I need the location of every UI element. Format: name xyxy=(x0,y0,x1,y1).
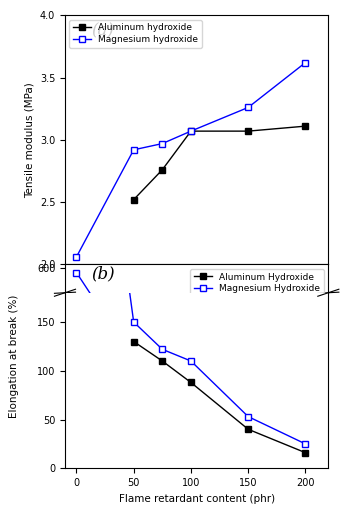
Aluminum hydroxide xyxy=(160,166,165,173)
Magnesium Hydroxide xyxy=(189,358,193,364)
Magnesium Hydroxide xyxy=(132,319,136,325)
X-axis label: Flame retardant content (phr): Flame retardant content (phr) xyxy=(119,290,275,300)
Aluminum hydroxide xyxy=(132,196,136,203)
Aluminum Hydroxide xyxy=(303,449,307,456)
Magnesium hydroxide xyxy=(303,60,307,66)
Aluminum Hydroxide xyxy=(189,369,193,375)
Aluminum hydroxide xyxy=(246,128,250,134)
Aluminum hydroxide xyxy=(303,123,307,129)
Magnesium hydroxide xyxy=(160,140,165,147)
Text: (a): (a) xyxy=(91,23,114,40)
Magnesium hydroxide xyxy=(74,254,78,260)
Magnesium hydroxide xyxy=(246,104,250,110)
Magnesium hydroxide xyxy=(132,147,136,153)
Aluminum Hydroxide xyxy=(246,426,250,432)
Magnesium Hydroxide xyxy=(303,382,307,388)
Magnesium Hydroxide xyxy=(246,376,250,382)
Line: Aluminum hydroxide: Aluminum hydroxide xyxy=(131,123,308,203)
Magnesium Hydroxide xyxy=(132,356,136,362)
Line: Magnesium hydroxide: Magnesium hydroxide xyxy=(74,60,308,260)
Y-axis label: Tensile modulus (MPa): Tensile modulus (MPa) xyxy=(24,82,34,197)
Magnesium Hydroxide xyxy=(246,413,250,419)
Magnesium Hydroxide xyxy=(303,441,307,447)
Legend: Aluminum Hydroxide, Magnesium Hydroxide: Aluminum Hydroxide, Magnesium Hydroxide xyxy=(190,269,324,297)
Aluminum Hydroxide xyxy=(160,364,165,371)
Aluminum hydroxide xyxy=(189,128,193,134)
Aluminum Hydroxide xyxy=(189,379,193,385)
Magnesium Hydroxide xyxy=(160,346,165,352)
Line: Aluminum Hydroxide: Aluminum Hydroxide xyxy=(131,338,308,456)
Aluminum Hydroxide xyxy=(132,360,136,366)
Magnesium Hydroxide xyxy=(160,362,165,368)
Aluminum Hydroxide xyxy=(246,379,250,385)
Aluminum Hydroxide xyxy=(132,338,136,345)
Aluminum Hydroxide xyxy=(303,383,307,389)
Text: Elongation at break (%): Elongation at break (%) xyxy=(9,295,19,418)
Line: Aluminum Hydroxide: Aluminum Hydroxide xyxy=(131,361,308,389)
Line: Magnesium Hydroxide: Magnesium Hydroxide xyxy=(74,0,308,447)
Aluminum Hydroxide xyxy=(160,358,165,364)
Magnesium Hydroxide xyxy=(189,364,193,371)
Text: (b): (b) xyxy=(91,265,115,282)
Magnesium hydroxide xyxy=(189,128,193,134)
X-axis label: Flame retardant content (phr): Flame retardant content (phr) xyxy=(119,494,275,503)
Magnesium Hydroxide xyxy=(74,269,78,275)
Line: Magnesium Hydroxide: Magnesium Hydroxide xyxy=(74,270,308,387)
Legend: Aluminum hydroxide, Magnesium hydroxide: Aluminum hydroxide, Magnesium hydroxide xyxy=(69,20,202,48)
